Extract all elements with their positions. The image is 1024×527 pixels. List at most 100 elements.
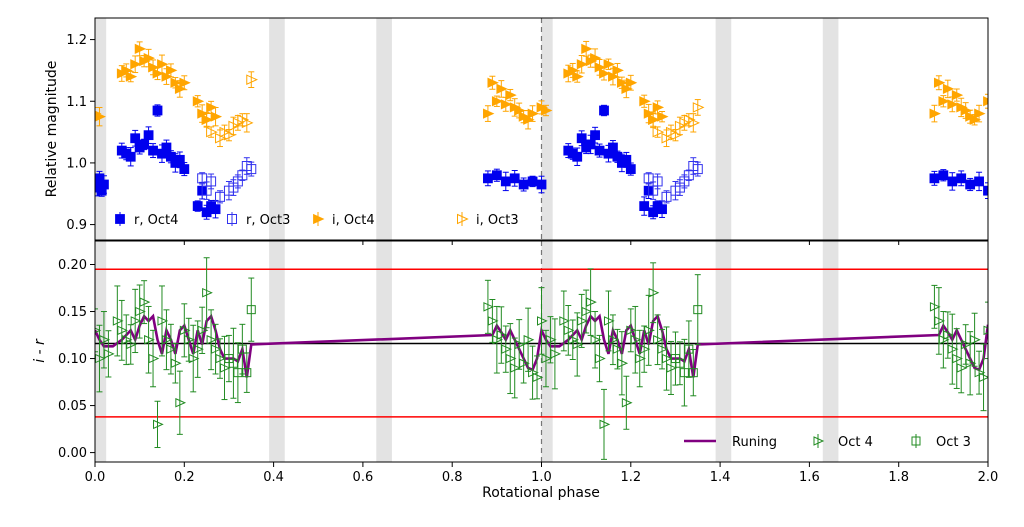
shaded-band [376,241,392,462]
data-marker [693,305,703,315]
x-tick-label: 1.2 [620,470,641,485]
data-marker [483,173,493,184]
data-point [206,126,218,138]
data-marker [166,344,178,354]
legend-item: i, Oct4 [313,212,375,228]
data-marker [608,334,620,345]
data-marker [232,117,245,129]
data-marker [577,316,588,326]
x-tick-label: 2.0 [978,470,999,485]
data-marker [527,176,538,187]
data-marker [599,68,611,79]
data-marker [519,358,530,369]
data-point [161,309,173,371]
legend-marker [313,213,325,225]
data-point [202,257,213,329]
data-marker [237,344,247,354]
x-tick-label: 0.6 [353,470,374,485]
data-point [568,319,579,360]
bottom-x-ticks: 0.0 0.2 0.4 0.6 0.8 1.0 1.2 1.4 1.6 1.8 2.0 [85,462,999,485]
y-tick-label: 0.10 [58,352,87,367]
data-marker [666,363,678,373]
data-marker [536,179,547,190]
data-marker [125,151,136,162]
data-marker [192,96,205,107]
legend-marker [457,213,469,225]
y-tick-label: 0.15 [58,305,87,320]
data-marker [599,419,611,430]
data-point [125,147,136,167]
data-marker [246,164,257,175]
data-marker [219,126,232,138]
data-marker [246,305,256,315]
data-marker [537,316,548,326]
data-point [152,66,164,81]
data-point [117,299,129,361]
data-marker [947,176,958,187]
x-tick-label: 0.2 [174,470,195,485]
bottom-shaded-bands [95,241,839,462]
x-tick-label: 1.6 [799,470,820,485]
data-point [652,126,665,138]
data-marker [625,77,638,88]
data-marker [527,108,540,119]
data-point [965,177,976,192]
data-marker [648,287,660,298]
data-point [505,88,517,102]
data-point [599,104,609,117]
data-marker [952,353,963,364]
data-point [103,330,115,378]
data-marker [661,191,672,202]
data-marker [143,130,154,141]
data-marker [152,68,164,79]
data-marker [193,344,204,354]
x-tick-label: 0.8 [442,470,463,485]
data-point [130,55,142,74]
legend-marker [813,436,825,446]
data-marker [670,129,683,141]
shaded-band [95,241,107,462]
data-marker [572,339,584,350]
data-point [166,63,178,78]
data-point [581,289,593,334]
data-point [594,143,605,158]
x-tick-label: 1.4 [710,470,731,485]
data-marker [206,176,217,187]
data-point [933,75,946,91]
data-point [483,105,495,122]
data-point [657,200,667,218]
data-point [952,328,963,389]
data-point [541,104,553,117]
legend-item: Oct 3 [911,434,971,450]
data-point [666,340,678,395]
shaded-band [541,18,553,240]
data-marker [603,316,615,326]
data-marker [491,170,502,181]
data-point [974,171,984,192]
data-marker [241,117,254,129]
data-point [536,175,547,194]
data-point [692,99,705,116]
data-point [201,112,214,127]
data-marker [942,83,955,95]
data-point [947,313,959,385]
data-marker [662,353,673,364]
data-point [688,113,701,133]
legend-item: i, Oct3 [457,212,519,228]
data-marker [179,77,191,88]
top-data-marks [95,40,988,220]
data-point [621,375,633,430]
data-point [603,58,615,70]
data-marker [585,139,596,150]
data-marker [665,126,678,138]
data-marker [653,334,664,345]
data-marker [572,71,584,82]
legend-item: Runing [684,435,777,450]
data-point [130,288,142,354]
data-marker [692,164,703,175]
y-tick-label: 0.9 [66,218,87,233]
data-point [635,329,646,388]
data-marker [219,363,231,373]
data-point [929,104,941,123]
